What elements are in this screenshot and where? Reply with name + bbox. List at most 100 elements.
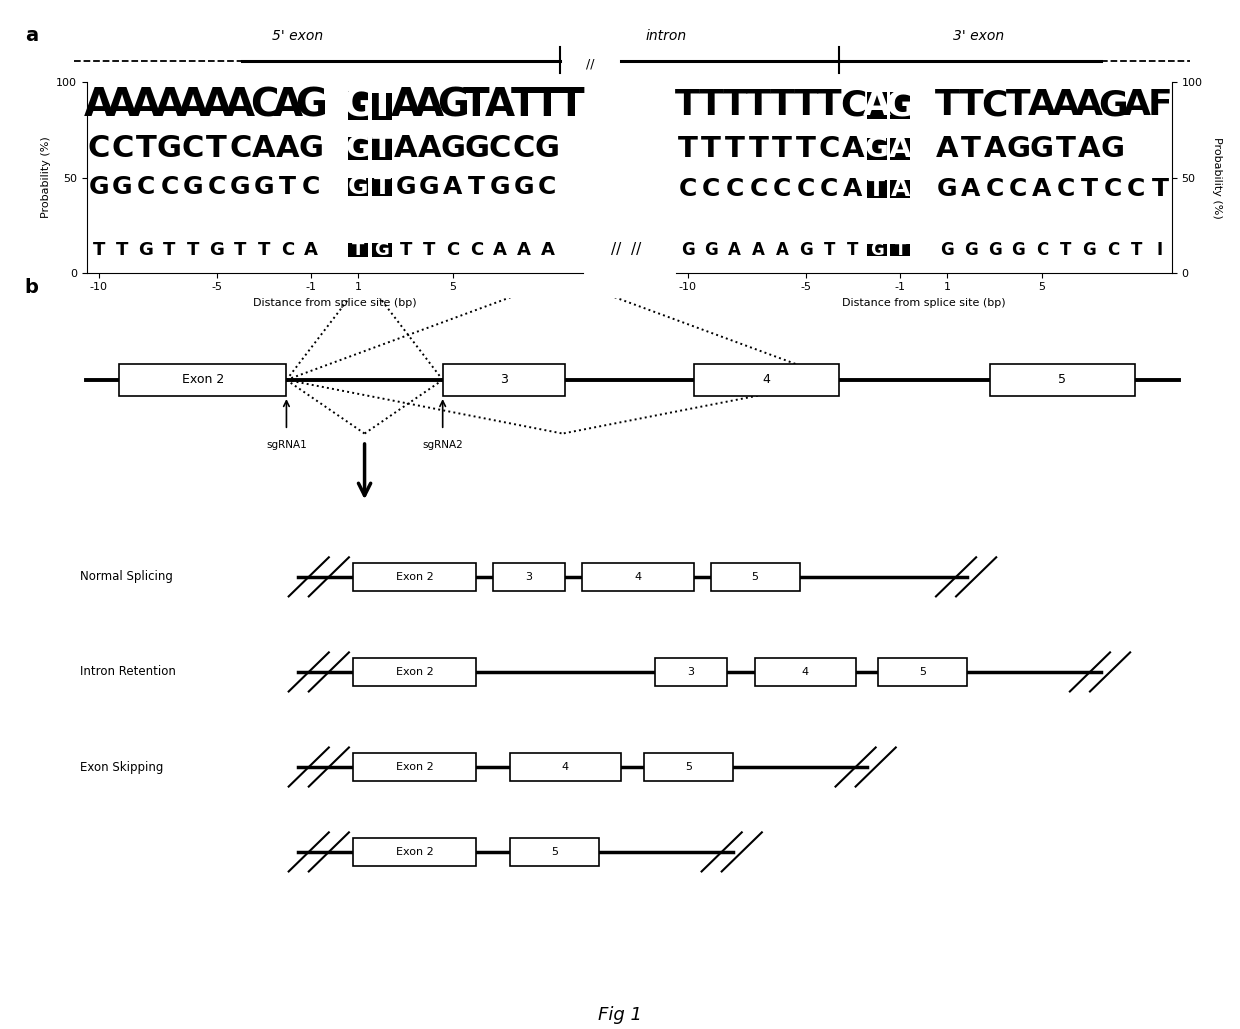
Bar <box>890 244 910 256</box>
Text: G: G <box>1030 135 1054 163</box>
Text: 3: 3 <box>526 572 533 581</box>
Text: A: A <box>179 86 208 125</box>
Text: C: C <box>796 177 815 201</box>
Text: 3' exon: 3' exon <box>952 29 1004 42</box>
Text: C: C <box>512 135 534 164</box>
Text: A: A <box>983 135 1006 163</box>
Text: A: A <box>1028 88 1056 122</box>
Bar <box>755 658 856 686</box>
Text: A: A <box>751 241 765 259</box>
Bar <box>867 179 887 199</box>
Text: G: G <box>704 241 718 259</box>
Text: T: T <box>1060 241 1071 259</box>
X-axis label: Distance from splice site (bp): Distance from splice site (bp) <box>842 298 1006 308</box>
Text: A: A <box>843 177 863 201</box>
Text: Intron Retention: Intron Retention <box>79 666 176 678</box>
Bar <box>510 753 621 781</box>
Text: G: G <box>396 175 415 199</box>
Text: T: T <box>187 241 200 259</box>
Text: T: T <box>467 175 485 199</box>
Text: 4: 4 <box>763 374 770 387</box>
Text: G: G <box>937 177 957 201</box>
Text: T: T <box>1080 177 1097 201</box>
Bar <box>583 563 694 591</box>
Text: T: T <box>725 135 745 163</box>
Text: C: C <box>182 135 205 164</box>
Text: A: A <box>130 86 161 125</box>
Text: C: C <box>725 177 744 201</box>
Bar <box>353 838 476 866</box>
Bar <box>348 138 368 161</box>
Text: C: C <box>207 175 226 199</box>
Text: A: A <box>1075 88 1104 122</box>
Text: T: T <box>117 241 129 259</box>
Text: G: G <box>182 175 203 199</box>
Text: G: G <box>965 241 978 259</box>
Text: T: T <box>699 88 724 122</box>
Text: T: T <box>749 135 769 163</box>
Text: G: G <box>346 135 371 164</box>
Text: T: T <box>534 86 560 125</box>
Text: T: T <box>258 241 270 259</box>
Text: G: G <box>864 135 889 163</box>
Text: I: I <box>1157 241 1163 259</box>
Text: G: G <box>869 241 883 259</box>
Text: Fig 1: Fig 1 <box>598 1006 642 1024</box>
Bar <box>510 838 599 866</box>
Text: G: G <box>210 241 224 259</box>
Text: b: b <box>25 278 38 296</box>
Text: C: C <box>160 175 179 199</box>
Text: T: T <box>423 241 435 259</box>
Text: A: A <box>889 135 911 163</box>
Bar <box>348 243 368 256</box>
Text: T: T <box>676 88 699 122</box>
Bar <box>348 178 368 197</box>
Text: C: C <box>489 135 511 164</box>
Text: Exon 2: Exon 2 <box>396 762 434 772</box>
Text: G: G <box>229 175 250 199</box>
Text: C: C <box>1056 177 1075 201</box>
Text: sgRNA2: sgRNA2 <box>423 440 463 451</box>
Text: 5' exon: 5' exon <box>272 29 324 42</box>
Text: C: C <box>986 177 1004 201</box>
Text: A: A <box>517 241 531 259</box>
Text: G: G <box>1101 135 1125 163</box>
Text: 5: 5 <box>1058 374 1066 387</box>
Text: C: C <box>229 135 252 164</box>
Text: 5: 5 <box>551 847 558 857</box>
Text: Normal Splicing: Normal Splicing <box>79 570 172 583</box>
Text: A: A <box>304 241 319 259</box>
Text: A: A <box>155 86 185 125</box>
Text: C: C <box>749 177 768 201</box>
Text: T: T <box>135 135 156 164</box>
Text: A: A <box>252 135 275 164</box>
Text: A: A <box>1078 135 1100 163</box>
Text: A: A <box>890 177 910 201</box>
Bar <box>353 563 476 591</box>
Text: A: A <box>541 241 554 259</box>
Text: A: A <box>936 135 959 163</box>
Text: T: T <box>1131 241 1142 259</box>
Text: Exon 2: Exon 2 <box>396 667 434 677</box>
Text: T: T <box>1055 135 1075 163</box>
Y-axis label: Probability (%): Probability (%) <box>1211 137 1221 218</box>
Text: G: G <box>299 135 324 164</box>
Text: a: a <box>25 26 38 44</box>
Bar <box>353 753 476 781</box>
Text: A: A <box>494 241 507 259</box>
Text: C: C <box>1106 241 1118 259</box>
Text: A: A <box>202 86 232 125</box>
Bar <box>867 138 887 159</box>
Text: T: T <box>961 135 981 163</box>
Bar <box>655 658 727 686</box>
Text: G: G <box>513 175 534 199</box>
Text: C: C <box>1127 177 1146 201</box>
Text: F: F <box>1147 88 1172 122</box>
Text: T: T <box>935 88 960 122</box>
Text: //: // <box>585 58 594 71</box>
Text: T: T <box>959 88 983 122</box>
Text: G: G <box>342 86 374 125</box>
Text: T: T <box>770 88 795 122</box>
Text: A: A <box>728 241 742 259</box>
Text: A: A <box>394 135 418 164</box>
